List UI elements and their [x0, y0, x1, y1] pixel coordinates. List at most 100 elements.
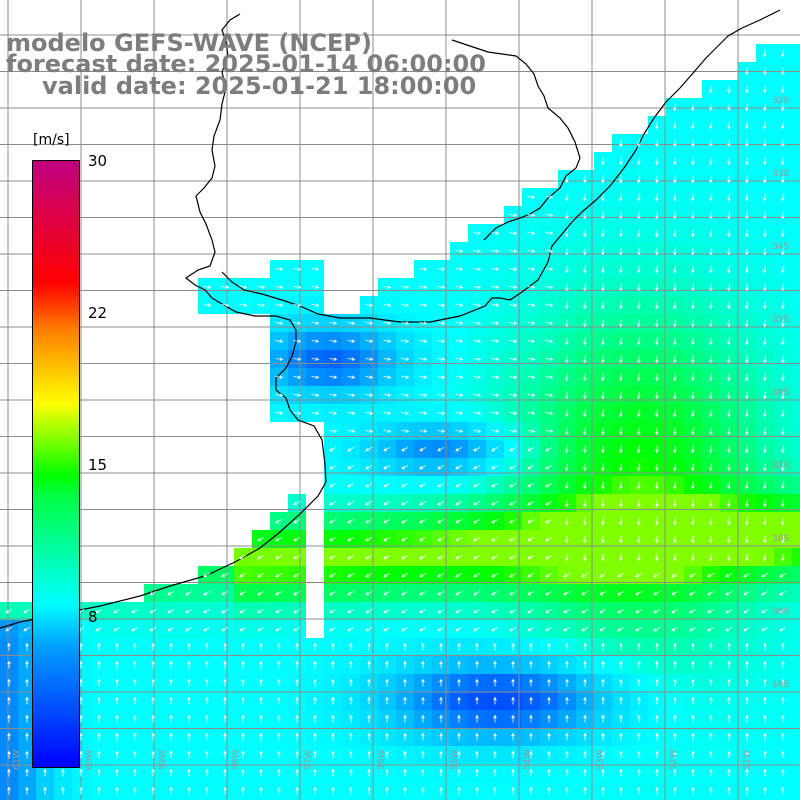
wind-arrow	[601, 768, 605, 777]
wind-arrow	[329, 357, 338, 361]
wind-arrow	[419, 321, 428, 325]
wind-arrow	[691, 355, 695, 364]
wind-arrow	[79, 678, 83, 687]
wind-arrow	[401, 303, 410, 307]
wind-arrow	[509, 411, 518, 415]
wind-cell	[792, 278, 800, 296]
wind-arrow	[619, 391, 623, 400]
longitude-label: 60W	[85, 749, 95, 770]
wind-arrow	[419, 375, 428, 379]
wind-arrow	[491, 518, 499, 524]
wind-arrow	[763, 660, 767, 669]
wind-arrow	[529, 786, 533, 795]
wind-arrow	[673, 139, 677, 148]
wind-arrow	[635, 626, 643, 632]
wind-arrow	[347, 357, 356, 361]
wind-arrow	[743, 572, 751, 578]
wind-arrow	[619, 768, 623, 777]
wind-arrow	[709, 678, 713, 687]
wind-arrow	[115, 750, 119, 759]
wind-arrow	[619, 265, 623, 274]
wind-cell	[792, 458, 800, 476]
wind-arrow	[277, 642, 281, 651]
wind-arrow	[347, 572, 355, 578]
wind-arrow	[347, 626, 355, 632]
wind-arrow	[745, 660, 749, 669]
wind-arrow	[401, 482, 409, 488]
wind-arrow	[275, 608, 283, 614]
wind-arrow	[691, 211, 695, 220]
wind-arrow	[475, 696, 479, 705]
wind-arrow	[293, 375, 302, 379]
wind-arrow	[349, 732, 353, 741]
wind-arrow	[745, 337, 749, 346]
wind-arrow	[257, 536, 265, 542]
wind-arrow	[781, 409, 785, 418]
wind-arrow	[707, 608, 715, 614]
latitude-label: 39S	[772, 607, 790, 617]
wind-arrow	[151, 786, 155, 795]
wind-arrow	[457, 786, 461, 795]
wind-arrow	[527, 536, 535, 542]
wind-arrow	[745, 301, 749, 310]
wind-arrow	[367, 642, 371, 651]
wind-arrow	[545, 482, 553, 488]
wind-arrow	[671, 590, 679, 596]
wind-arrow	[293, 500, 301, 506]
wind-arrow	[565, 427, 569, 436]
wind-arrow	[311, 285, 320, 289]
wind-arrow	[617, 626, 625, 632]
wind-arrow	[493, 714, 497, 723]
wind-arrow	[509, 446, 517, 452]
wind-arrow	[367, 678, 371, 687]
wind-arrow	[673, 103, 677, 112]
wind-arrow	[275, 411, 284, 415]
wind-arrow	[673, 427, 677, 436]
wind-arrow	[745, 229, 749, 238]
wind-arrow	[781, 553, 785, 562]
wind-arrow	[257, 572, 265, 578]
wind-arrow	[331, 750, 335, 759]
wind-arrow	[455, 626, 463, 632]
wind-arrow	[619, 678, 623, 687]
wind-arrow	[781, 786, 785, 795]
wind-arrow	[763, 49, 767, 58]
wind-arrow	[691, 517, 695, 526]
wind-arrow	[601, 517, 605, 526]
wind-arrow	[727, 517, 731, 526]
wind-arrow	[473, 482, 481, 488]
wind-arrow	[349, 696, 353, 705]
wind-arrow	[419, 554, 427, 560]
wind-cell	[792, 584, 800, 602]
wind-arrow	[151, 714, 155, 723]
wind-arrow	[547, 642, 551, 651]
wind-arrow	[673, 481, 677, 490]
wind-arrow	[673, 175, 677, 184]
wind-arrow	[637, 642, 641, 651]
wind-arrow	[709, 373, 713, 382]
wind-arrow	[691, 642, 695, 651]
wind-arrow	[673, 445, 677, 454]
wind-arrow	[637, 139, 641, 148]
wind-arrow	[455, 249, 464, 253]
wind-arrow	[401, 321, 410, 325]
wind-arrow	[383, 518, 391, 524]
wind-arrow	[727, 714, 731, 723]
wind-arrow	[673, 768, 677, 777]
wind-arrow	[275, 536, 283, 542]
wind-cell	[792, 44, 800, 62]
wind-arrow	[635, 572, 643, 578]
wind-arrow	[97, 678, 101, 687]
wind-arrow	[79, 732, 83, 741]
wind-arrow	[475, 786, 479, 795]
wind-arrow	[763, 193, 767, 202]
wind-arrow	[329, 393, 338, 397]
wind-arrow	[637, 553, 641, 562]
wind-arrow	[329, 572, 337, 578]
wind-arrow	[781, 517, 785, 526]
wind-arrow	[527, 518, 535, 524]
wind-arrow	[565, 750, 569, 759]
wind-arrow	[403, 750, 407, 759]
wind-arrow	[781, 265, 785, 274]
